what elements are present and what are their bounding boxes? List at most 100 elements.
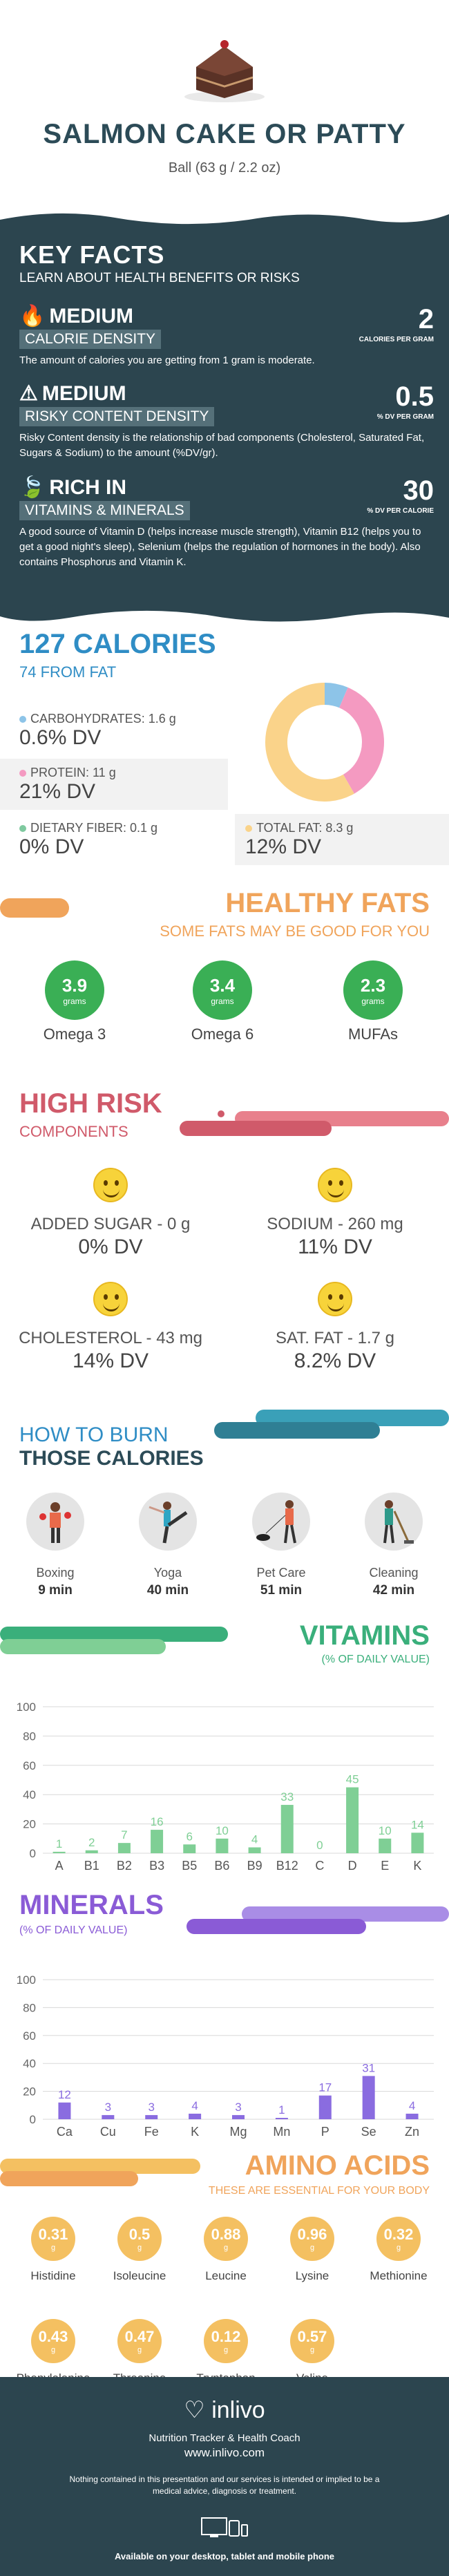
amino-value-badge: 0.32 g — [376, 2217, 421, 2261]
availability-note: Available on your desktop, tablet and mo… — [114, 2551, 335, 2561]
fat-value: 3.4 — [209, 974, 236, 996]
smiley-icon — [318, 1282, 352, 1316]
risky-density-unit: % DV PER GRAM — [376, 413, 434, 421]
amino-value-badge: 0.88 g — [204, 2217, 248, 2261]
bar-B2 — [117, 1843, 131, 1853]
bar-value-label: 0 — [316, 1839, 323, 1852]
x-tick-label: C — [315, 1859, 324, 1873]
x-tick-label: A — [55, 1859, 64, 1873]
food-image — [181, 29, 268, 105]
amino-phenylalanine: 0.43gPhenylalanine — [8, 2319, 98, 2385]
bar-K — [411, 1832, 424, 1853]
rich-in-value: 30 — [403, 475, 434, 506]
bar-B6 — [216, 1838, 229, 1853]
brand-logo: ♡ inlivo — [0, 2396, 449, 2424]
amino-value-badge: 0.5 g — [117, 2217, 162, 2261]
protein-band — [0, 759, 228, 810]
x-tick-label: Mn — [273, 2125, 290, 2139]
fat-dot — [245, 824, 252, 832]
bar-value-label: 31 — [362, 2061, 375, 2074]
x-tick-label: Ca — [57, 2125, 73, 2139]
bar-K — [189, 2113, 202, 2119]
bar-value-label: 3 — [105, 2101, 111, 2114]
fat-unit: grams — [211, 996, 234, 1006]
high-risk-subtitle: COMPONENTS — [19, 1123, 128, 1140]
macro-fat: TOTAL FAT: 8.3 g 12% DV — [245, 821, 449, 859]
burn-title-line2: THOSE CALORIES — [19, 1447, 204, 1470]
x-tick-label: B9 — [247, 1859, 262, 1873]
bar-value-label: 4 — [251, 1833, 258, 1846]
key-facts-section: KEY FACTS LEARN ABOUT HEALTH BENEFITS OR… — [0, 207, 449, 629]
calorie-density-label: CALORIE DENSITY — [19, 330, 162, 349]
bar-value-label: 1 — [56, 1837, 62, 1850]
macro-fiber: DIETARY FIBER: 0.1 g 0% DV — [19, 821, 227, 859]
amino-value: 0.31 — [38, 2226, 68, 2243]
risk-decor — [180, 1110, 449, 1136]
amino-leucine: 0.88 g Leucine — [181, 2217, 271, 2283]
carbs-dv: 0.6% DV — [19, 726, 102, 749]
donut-slice-carbohydrates — [324, 683, 348, 708]
bar-Fe — [145, 2114, 158, 2119]
brand-url[interactable]: www.inlivo.com — [184, 2446, 265, 2459]
serving-size: Ball (63 g / 2.2 oz) — [168, 160, 281, 176]
x-tick-label: Fe — [144, 2125, 159, 2139]
amino-value-badge: 0.57 g — [290, 2319, 334, 2363]
risk-dv: 14% DV — [72, 1349, 149, 1372]
bar-B3 — [151, 1830, 164, 1853]
amino-value: 0.88 — [211, 2226, 241, 2243]
pet-care-icon — [252, 1493, 310, 1551]
risky-density-value: 0.5 — [395, 381, 434, 412]
bar-B12 — [280, 1805, 294, 1853]
amino-name: Isoleucine — [113, 2269, 166, 2282]
bar-value-label: 10 — [216, 1824, 229, 1837]
amino-tryptophan: 0.12gTryptophan — [181, 2319, 271, 2385]
calories-title: 127 CALORIES — [19, 629, 216, 659]
calorie-density-block: 🔥 MEDIUM CALORIE DENSITY 2 CALORIES PER G… — [19, 304, 434, 368]
bar-A — [52, 1851, 66, 1853]
bar-value-label: 33 — [280, 1790, 294, 1803]
page-title: SALMON CAKE OR PATTY — [43, 119, 406, 149]
macro-donut-chart — [265, 683, 384, 802]
minerals-subtitle: (% OF DAILY VALUE) — [19, 1924, 128, 1936]
risk-dv: 8.2% DV — [294, 1349, 376, 1372]
bar-value-label: 3 — [148, 2101, 154, 2114]
risky-density-label: RISKY CONTENT DENSITY — [19, 407, 215, 426]
fat-dv: 12% DV — [245, 835, 322, 858]
amino-unit: g — [223, 2346, 229, 2354]
x-tick-label: B3 — [149, 1859, 164, 1873]
calorie-density-value: 2 — [418, 304, 434, 334]
bar-value-label: 14 — [411, 1818, 424, 1831]
bar-value-label: 12 — [58, 2088, 71, 2101]
bar-value-label: 16 — [151, 1815, 164, 1828]
amino-unit: g — [309, 2346, 315, 2354]
fat-label: TOTAL FAT: 8.3 g — [256, 821, 354, 835]
x-tick-label: B5 — [182, 1859, 197, 1873]
risky-density-level: MEDIUM — [41, 381, 126, 405]
amino-name: Leucine — [205, 2269, 247, 2282]
x-tick-label: D — [348, 1859, 357, 1873]
calorie-density-desc: The amount of calories you are getting f… — [19, 354, 315, 366]
smiley-icon — [318, 1168, 352, 1202]
y-tick-label: 60 — [23, 1759, 36, 1772]
burn-decor — [214, 1410, 449, 1439]
fat-name: MUFAs — [347, 1025, 399, 1043]
fat-unit: grams — [63, 996, 86, 1006]
bar-Cu — [102, 2114, 115, 2119]
high-risk-title: HIGH RISK — [19, 1088, 162, 1119]
activity-name: Pet Care — [256, 1566, 306, 1580]
amino-unit: g — [50, 2244, 56, 2252]
amino-unit: g — [137, 2244, 142, 2252]
amino-value-badge: 0.43 g — [31, 2319, 75, 2363]
amino-name: Methionine — [370, 2269, 428, 2282]
boxing-icon — [26, 1493, 84, 1551]
activity-time: 9 min — [38, 1583, 73, 1598]
smiley-icon — [93, 1168, 128, 1202]
fiber-dv: 0% DV — [19, 835, 84, 858]
amino-name: Histidine — [30, 2269, 76, 2282]
brand-tagline: Nutrition Tracker & Health Coach — [149, 2432, 300, 2444]
amino-subtitle: THESE ARE ESSENTIAL FOR YOUR BODY — [208, 2185, 430, 2197]
calorie-density-level: MEDIUM — [49, 304, 134, 328]
activity-name: Cleaning — [369, 1566, 419, 1580]
x-tick-label: Zn — [405, 2125, 419, 2139]
fat-value-badge: 3.4 grams — [193, 960, 252, 1020]
